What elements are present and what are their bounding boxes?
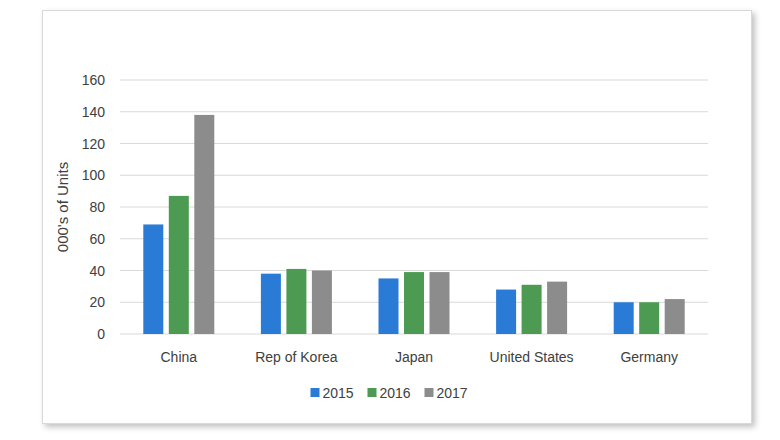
y-tick-label: 60 — [89, 231, 105, 247]
bar — [312, 271, 332, 335]
x-tick-label: Japan — [395, 349, 433, 365]
y-tick-label: 80 — [89, 199, 105, 215]
bar — [169, 196, 189, 334]
bar — [379, 278, 399, 334]
y-axis-label: 000's of Units — [54, 162, 71, 252]
x-tick-label: Rep of Korea — [255, 349, 338, 365]
y-tick-label: 0 — [97, 326, 105, 342]
y-tick-label: 120 — [82, 136, 106, 152]
x-tick-label: United States — [490, 349, 574, 365]
bar — [639, 302, 659, 334]
y-tick-label: 140 — [82, 104, 106, 120]
y-tick-label: 100 — [82, 167, 106, 183]
bar — [143, 224, 163, 334]
bar — [430, 272, 450, 334]
x-tick-label: Germany — [620, 349, 678, 365]
y-tick-label: 160 — [82, 72, 106, 88]
chart: 0 20 40 60 80 100 120 140 160 000's of Units China… — [0, 0, 780, 440]
legend-label: 2016 — [380, 385, 411, 401]
bars — [143, 115, 684, 334]
bar — [522, 285, 542, 334]
legend-label: 2017 — [437, 385, 468, 401]
legend-swatch — [368, 388, 377, 397]
bar — [665, 299, 685, 334]
legend-swatch — [311, 388, 320, 397]
legend-label: 2015 — [323, 385, 354, 401]
y-tick-label: 20 — [89, 294, 105, 310]
bar — [194, 115, 214, 334]
grid-line — [120, 80, 708, 81]
legend-swatch — [425, 388, 434, 397]
grid-line — [120, 111, 708, 112]
bar — [286, 269, 306, 334]
x-tick-label: China — [161, 349, 198, 365]
bar — [547, 282, 567, 334]
y-tick-label: 40 — [89, 263, 105, 279]
bar — [404, 272, 424, 334]
bar — [496, 290, 516, 334]
bar — [614, 302, 634, 334]
bar — [261, 274, 281, 334]
